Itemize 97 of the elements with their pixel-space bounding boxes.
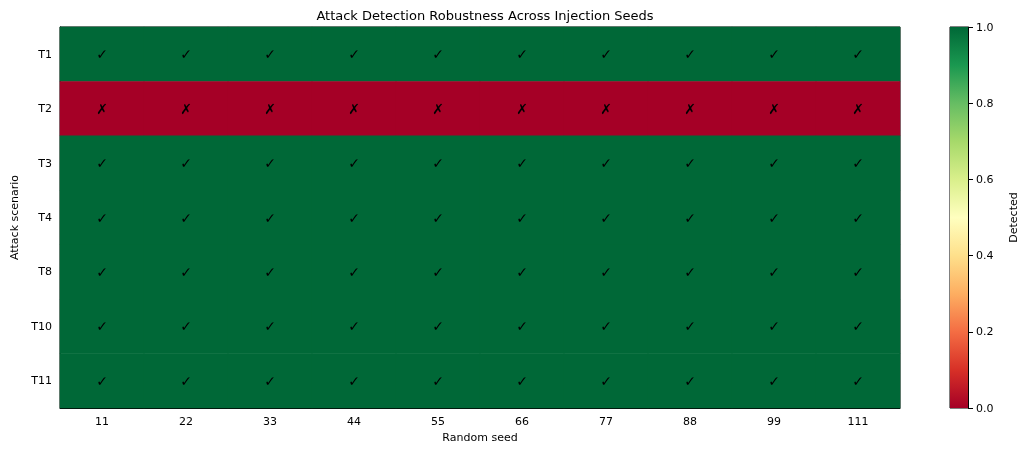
data-label: ✓ xyxy=(348,46,360,63)
data-label: ✓ xyxy=(852,209,864,226)
data-label: ✓ xyxy=(516,372,528,389)
data-label: ✓ xyxy=(96,209,108,226)
data-label: ✓ xyxy=(264,155,276,172)
data-label: ✓ xyxy=(600,318,612,335)
x-tick-label: 55 xyxy=(431,415,445,428)
data-label: ✓ xyxy=(96,155,108,172)
data-label: ✓ xyxy=(432,263,444,280)
data-label: ✓ xyxy=(348,155,360,172)
data-label: ✓ xyxy=(684,155,696,172)
data-label: ✓ xyxy=(180,318,192,335)
y-axis-title: Attack scenario xyxy=(8,174,21,261)
data-label: ✓ xyxy=(264,318,276,335)
data-label: ✗ xyxy=(516,100,528,117)
data-label: ✓ xyxy=(516,318,528,335)
data-label: ✓ xyxy=(684,263,696,280)
data-label: ✗ xyxy=(600,100,612,117)
y-tick-label: T10 xyxy=(30,319,52,333)
y-tick-label: T2 xyxy=(37,102,52,116)
data-label: ✓ xyxy=(516,263,528,280)
data-label: ✓ xyxy=(432,46,444,63)
data-label: ✓ xyxy=(768,318,780,335)
x-axis-title: Random seed xyxy=(442,431,518,444)
chart-title: Attack Detection Robustness Across Injection Seeds xyxy=(316,8,654,23)
data-label: ✓ xyxy=(348,372,360,389)
y-tick-label: T4 xyxy=(37,211,52,224)
color-bar-label: 0.8 xyxy=(976,96,994,110)
data-label: ✗ xyxy=(684,100,696,117)
data-label: ✓ xyxy=(768,372,780,389)
x-tick-label: 88 xyxy=(683,415,697,428)
color-bar-title: Detected xyxy=(1007,192,1020,243)
x-tick-label: 11 xyxy=(95,415,109,428)
color-bar-label: 0.2 xyxy=(976,325,994,339)
data-label: ✓ xyxy=(96,263,108,280)
data-label: ✓ xyxy=(852,372,864,389)
data-label: ✓ xyxy=(684,209,696,226)
data-label: ✓ xyxy=(768,155,780,172)
data-label: ✓ xyxy=(180,46,192,63)
data-label: ✗ xyxy=(852,100,864,117)
data-label: ✓ xyxy=(180,263,192,280)
data-label: ✗ xyxy=(96,100,108,117)
data-label: ✗ xyxy=(348,100,360,117)
data-label: ✓ xyxy=(432,372,444,389)
data-label: ✗ xyxy=(264,100,276,117)
data-label: ✗ xyxy=(432,100,444,117)
data-label: ✓ xyxy=(96,372,108,389)
data-label: ✓ xyxy=(516,46,528,63)
data-label: ✓ xyxy=(264,372,276,389)
x-tick-label: 44 xyxy=(347,415,361,428)
data-label: ✓ xyxy=(432,318,444,335)
data-label: ✗ xyxy=(180,100,192,117)
x-tick-label: 33 xyxy=(263,415,277,428)
data-label: ✓ xyxy=(600,155,612,172)
x-tick-label: 99 xyxy=(767,415,781,428)
color-bar-label: 0.6 xyxy=(976,172,994,186)
data-label: ✓ xyxy=(600,46,612,63)
x-tick-label: 22 xyxy=(179,415,193,428)
data-label: ✓ xyxy=(348,209,360,226)
data-label: ✓ xyxy=(516,209,528,226)
y-tick-label: T1 xyxy=(37,47,52,61)
color-bar-label: 1.0 xyxy=(976,20,994,34)
data-label: ✓ xyxy=(264,209,276,226)
y-tick-label: T3 xyxy=(37,156,52,170)
data-label: ✓ xyxy=(600,372,612,389)
x-tick-label: 111 xyxy=(847,415,869,428)
x-tick-label: 66 xyxy=(515,415,529,428)
data-label: ✓ xyxy=(264,46,276,63)
data-label: ✓ xyxy=(516,155,528,172)
data-label: ✓ xyxy=(264,263,276,280)
data-label: ✓ xyxy=(768,209,780,226)
data-label: ✓ xyxy=(348,263,360,280)
data-label: ✓ xyxy=(96,46,108,63)
data-label: ✓ xyxy=(432,209,444,226)
data-label: ✓ xyxy=(180,372,192,389)
data-label: ✓ xyxy=(180,209,192,226)
data-label: ✓ xyxy=(852,155,864,172)
data-label: ✓ xyxy=(852,318,864,335)
y-tick-label: T8 xyxy=(37,265,52,279)
color-bar-label: 0.4 xyxy=(976,249,994,263)
data-label: ✓ xyxy=(684,372,696,389)
data-label: ✓ xyxy=(852,46,864,63)
data-label: ✓ xyxy=(684,318,696,335)
data-label: ✓ xyxy=(852,263,864,280)
data-label: ✓ xyxy=(684,46,696,63)
color-bar-label: 0.0 xyxy=(976,401,994,415)
data-label: ✓ xyxy=(768,263,780,280)
data-label: ✓ xyxy=(96,318,108,335)
data-label: ✓ xyxy=(348,318,360,335)
x-tick-label: 77 xyxy=(599,415,613,428)
data-label: ✓ xyxy=(600,263,612,280)
y-tick-label: T11 xyxy=(30,374,52,388)
data-label: ✓ xyxy=(600,209,612,226)
data-label: ✓ xyxy=(768,46,780,63)
data-label: ✗ xyxy=(768,100,780,117)
data-label: ✓ xyxy=(180,155,192,172)
data-label: ✓ xyxy=(432,155,444,172)
